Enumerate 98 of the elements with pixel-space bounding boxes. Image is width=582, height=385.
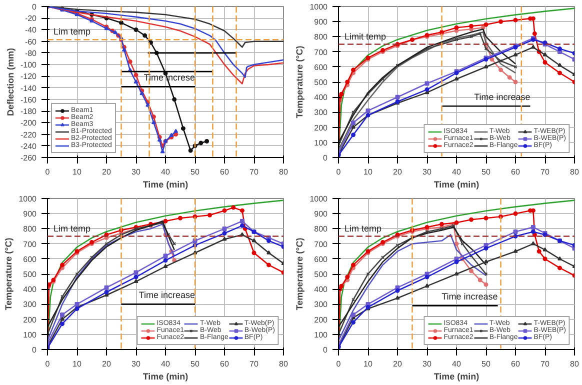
y-axis-title: Deflection (mm): [5, 48, 16, 116]
x-tick-label: 30: [132, 168, 141, 176]
x-tick-label: 10: [72, 168, 82, 176]
y-tick-label: 700: [314, 240, 328, 249]
ref-line-label: Lim temp: [344, 223, 382, 234]
y-tick-label: 0: [32, 2, 38, 12]
y-tick-label: 600: [314, 254, 328, 264]
y-tick-label: 100: [23, 330, 38, 340]
x-tick-label: 70: [250, 168, 259, 176]
x-tick-label: 50: [482, 360, 491, 368]
y-tick-label: 1000: [18, 194, 38, 204]
x-tick-label: 50: [482, 168, 491, 176]
x-tick-label: 40: [161, 360, 170, 368]
x-axis-title: Time (min): [142, 180, 188, 190]
y-tick-label: 1000: [310, 194, 328, 204]
ref-line-label: Lim temp: [54, 223, 91, 234]
y-tick-label: -60: [24, 37, 38, 46]
x-tick-label: 20: [393, 360, 402, 368]
x-tick-label: 60: [511, 168, 520, 176]
x-tick-label: 10: [72, 360, 82, 368]
x-tick-label: 50: [190, 168, 200, 176]
y-tick-label: 100: [314, 330, 328, 340]
x-tick-label: 30: [132, 360, 141, 368]
x-tick-label: 20: [102, 360, 112, 368]
x-axis-title: Time (min): [434, 372, 480, 382]
y-tick-label: 600: [314, 62, 328, 72]
x-tick-label: 80: [279, 168, 288, 176]
y-tick-label: 300: [23, 300, 38, 310]
x-tick-label: 30: [422, 168, 432, 176]
x-tick-label: 0: [45, 360, 50, 368]
x-tick-label: 50: [190, 360, 200, 368]
x-tick-label: 70: [540, 168, 550, 176]
y-tick-label: -260: [20, 154, 38, 162]
y-tick-label: -180: [20, 107, 38, 116]
x-tick-label: 0: [45, 168, 50, 176]
x-tick-label: 80: [570, 168, 580, 176]
y-tick-label: -200: [20, 118, 38, 128]
x-tick-label: 30: [422, 360, 432, 368]
y-tick-label: -20: [24, 14, 38, 24]
y-axis-title: Temperature (°C): [294, 238, 305, 310]
x-tick-label: 70: [250, 360, 259, 368]
x-tick-label: 60: [511, 360, 520, 368]
y-tick-label: 0: [32, 346, 38, 354]
y-tick-label: 1000: [310, 2, 328, 12]
x-tick-label: 70: [540, 360, 550, 368]
ref-line-label: Limit temp: [344, 31, 386, 42]
x-axis-title: Time (min): [434, 180, 480, 190]
y-tick-label: -240: [20, 142, 38, 151]
x-tick-label: 10: [364, 168, 373, 176]
x-tick-label: 0: [336, 168, 342, 176]
y-axis-title: Temperature (°C): [4, 238, 14, 310]
y-tick-label: -40: [24, 26, 38, 35]
x-tick-label: 40: [452, 168, 462, 176]
annotation: Time increase: [138, 290, 196, 300]
y-tick-label: 200: [23, 315, 38, 324]
y-tick-label: 800: [314, 224, 328, 234]
y-tick-label: 900: [314, 210, 328, 219]
y-tick-label: -80: [24, 48, 38, 58]
x-tick-label: 40: [452, 360, 462, 368]
y-tick-label: -100: [20, 60, 38, 70]
y-tick-label: 400: [314, 93, 328, 102]
y-tick-label: -140: [20, 84, 38, 93]
y-tick-label: 300: [314, 108, 328, 118]
x-tick-label: 80: [570, 360, 580, 368]
y-tick-label: 900: [23, 210, 38, 219]
y-tick-label: 200: [314, 315, 328, 324]
y-tick-label: 300: [314, 300, 328, 310]
y-tick-label: 500: [314, 270, 328, 279]
y-tick-label: 400: [23, 285, 38, 294]
x-axis-title: Time (min): [142, 372, 188, 382]
y-tick-label: 800: [314, 32, 328, 42]
x-tick-label: 0: [336, 360, 342, 368]
x-tick-label: 10: [364, 360, 373, 368]
x-tick-label: 80: [279, 360, 288, 368]
y-tick-label: 900: [314, 18, 328, 27]
x-tick-label: 60: [220, 360, 230, 368]
y-tick-label: 500: [23, 270, 38, 279]
y-tick-label: 100: [314, 138, 328, 148]
ref-line-label: Lim temp: [54, 26, 91, 37]
x-tick-label: 20: [102, 168, 112, 176]
x-tick-label: 20: [393, 168, 402, 176]
y-tick-label: 400: [314, 285, 328, 294]
annotation: Time increase: [474, 92, 530, 102]
y-tick-label: 200: [314, 123, 328, 132]
x-tick-label: 60: [220, 168, 230, 176]
y-tick-label: 700: [314, 48, 328, 57]
y-tick-label: -120: [20, 72, 38, 82]
y-tick-label: -220: [20, 130, 38, 140]
x-tick-label: 40: [161, 168, 170, 176]
y-tick-label: 0: [323, 154, 328, 162]
annotation: Time increase: [442, 292, 498, 302]
y-tick-label: 800: [23, 224, 38, 234]
y-tick-label: 0: [323, 346, 328, 354]
y-tick-label: 700: [23, 240, 38, 249]
y-tick-label: 500: [314, 78, 328, 87]
y-tick-label: -160: [20, 95, 38, 104]
y-tick-label: 600: [23, 254, 38, 264]
y-axis-title: Temperature (°C): [294, 46, 305, 118]
